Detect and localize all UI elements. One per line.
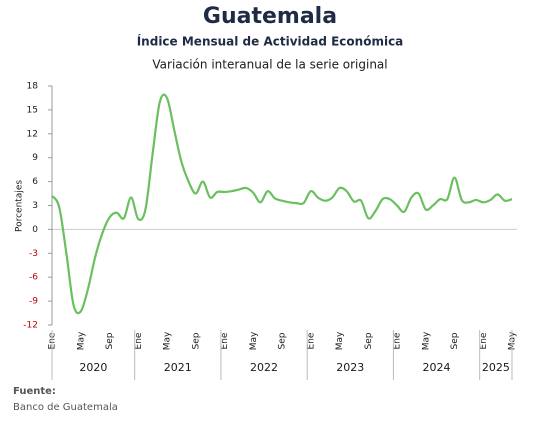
x-tick-label: May [249, 331, 259, 350]
y-tick-label: 9 [32, 153, 38, 163]
chart-subtitle2: Variación interanual de la serie origina… [152, 58, 387, 72]
year-label: 2023 [336, 361, 364, 374]
chart-subtitle: Índice Mensual de Actividad Económica [137, 34, 404, 49]
year-label: 2021 [164, 361, 192, 374]
y-tick-label: -12 [23, 321, 38, 331]
y-tick-label: 18 [27, 82, 39, 92]
x-tick-label: Ene [134, 332, 144, 349]
y-tick-label: 15 [27, 105, 38, 115]
x-tick-label: Ene [220, 332, 230, 349]
y-tick-label: 6 [32, 177, 38, 187]
y-tick-label: -9 [29, 297, 38, 307]
year-label: 2022 [250, 361, 278, 374]
x-tick-label: May [163, 331, 173, 350]
source-label: Fuente: [13, 386, 56, 397]
y-tick-label: -6 [29, 273, 38, 283]
year-label: 2020 [79, 361, 107, 374]
x-tick-label: May [335, 331, 345, 350]
x-tick-label: Ene [479, 332, 489, 349]
x-tick-label: Sep [364, 332, 374, 349]
x-tick-label: May [76, 331, 86, 350]
x-tick-label: May [421, 331, 431, 350]
year-label: 2024 [423, 361, 451, 374]
source: Banco de Guatemala [13, 402, 118, 413]
year-label: 2025 [482, 361, 510, 374]
x-tick-label: Sep [278, 332, 288, 349]
x-tick-label: Sep [191, 332, 201, 349]
x-tick-label: Sep [105, 332, 115, 349]
y-axis-label: Porcentajes [15, 180, 25, 232]
y-tick-label: 12 [27, 129, 38, 139]
x-tick-label: Sep [450, 332, 460, 349]
y-tick-label: 3 [32, 201, 38, 211]
y-tick-label: 0 [32, 225, 38, 235]
chart-title: Guatemala [203, 4, 337, 29]
y-tick-label: -3 [29, 249, 38, 259]
x-tick-label: Ene [306, 332, 316, 349]
data-line [51, 93, 513, 315]
x-tick-label: Ene [393, 332, 403, 349]
